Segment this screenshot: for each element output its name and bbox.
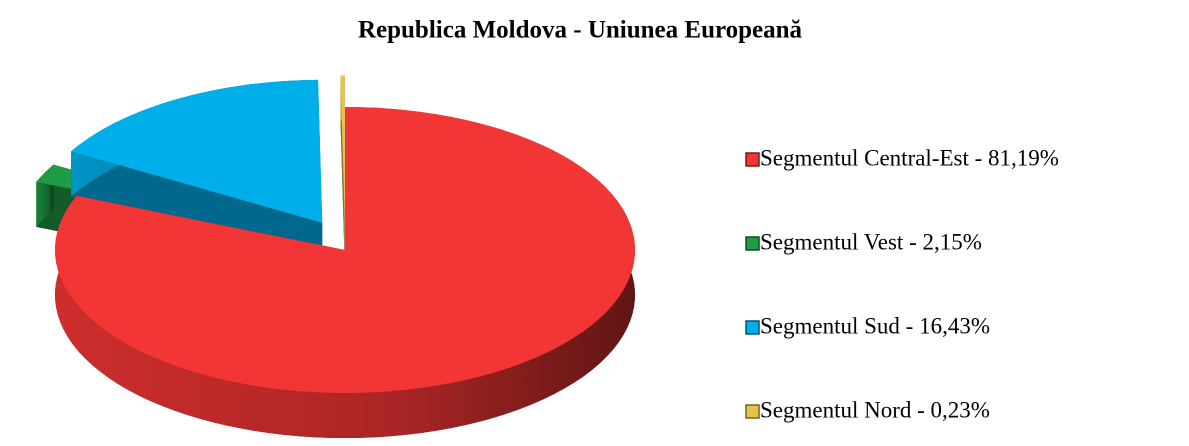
pie-slice (54, 107, 635, 394)
legend-label: Segmentul Sud - 16,43% (760, 313, 990, 338)
legend-swatch (745, 320, 760, 335)
legend-swatch (745, 236, 760, 251)
legend-label: Segmentul Central-Est - 81,19% (760, 145, 1059, 170)
pie-slice (71, 79, 323, 223)
legend-label: Segmentul Nord - 0,23% (760, 397, 990, 422)
legend-swatch (745, 152, 760, 167)
chart-title: Republica Moldova - Uniunea Europeană (358, 17, 803, 44)
pie-slice (340, 75, 345, 219)
legend-swatch (745, 404, 760, 419)
legend-label: Segmentul Vest - 2,15% (760, 229, 982, 254)
slice-radial-side (340, 75, 345, 264)
